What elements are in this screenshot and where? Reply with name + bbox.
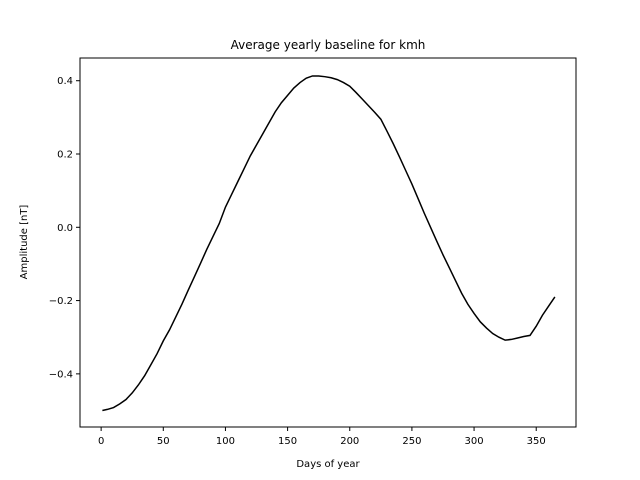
x-tick-label: 200 <box>340 436 359 447</box>
y-tick-label: 0.2 <box>57 150 73 161</box>
y-tick-label: 0.4 <box>57 76 73 87</box>
x-tick-label: 0 <box>98 436 104 447</box>
x-axis-label: Days of year <box>296 459 360 470</box>
x-tick-label: 250 <box>402 436 421 447</box>
series-line <box>102 75 556 412</box>
x-tick-label: 350 <box>527 436 546 447</box>
y-axis-label: Amplitude [nT] <box>19 205 30 280</box>
x-tick-label: 100 <box>216 436 235 447</box>
y-tick-label: 0.0 <box>57 223 73 234</box>
x-axis: 0 50 100 150 200 250 300 350 <box>98 427 546 447</box>
plot-frame <box>79 57 577 428</box>
x-tick-label: 300 <box>465 436 484 447</box>
y-tick-label: −0.2 <box>49 296 73 307</box>
x-tick-label: 150 <box>278 436 297 447</box>
chart-title: Average yearly baseline for kmh <box>231 38 426 52</box>
y-tick-label: −0.4 <box>49 369 73 380</box>
y-axis: −0.4 −0.2 0.0 0.2 0.4 <box>49 76 80 380</box>
x-tick-label: 50 <box>157 436 170 447</box>
